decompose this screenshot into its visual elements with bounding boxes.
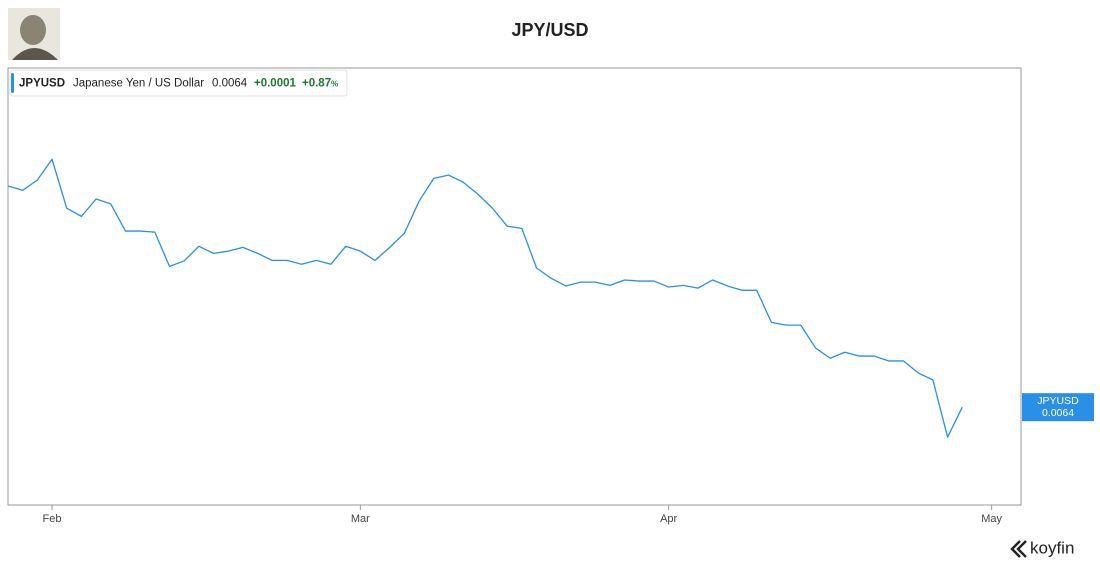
x-tick-label: Mar [351,513,370,525]
legend-change-pct: +0.87 [302,78,331,90]
legend: JPYUSD Japanese Yen / US Dollar 0.0064 +… [9,69,348,97]
last-value-badge [1022,393,1094,422]
brand-name: koyfin [1030,538,1074,557]
legend-swatch [11,73,14,93]
price-line [7,158,963,438]
legend-symbol: JPYUSD [19,78,65,90]
legend-value: 0.0064 [212,78,248,90]
legend-name: Japanese Yen / US Dollar [73,78,204,90]
chart-title: JPY/USD [511,20,588,40]
portrait [8,8,60,60]
legend-box [9,69,348,97]
x-tick-label: Apr [660,513,677,525]
brand: koyfin [1010,538,1074,558]
legend-pct-unit: % [331,80,338,89]
x-tick-label: May [981,513,1002,525]
x-tick-label: Feb [43,513,62,525]
badge-value: 0.0064 [1042,407,1074,419]
legend-change: +0.0001 [254,78,296,90]
plot-frame [7,67,1022,506]
badge-name: JPYUSD [1037,395,1079,407]
